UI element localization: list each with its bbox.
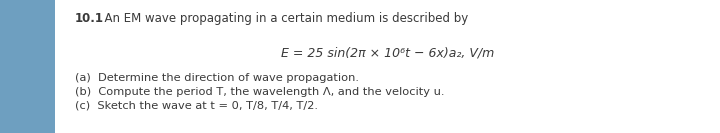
- Text: 10.1: 10.1: [75, 12, 104, 25]
- Text: (b)  Compute the period T, the wavelength Λ, and the velocity u.: (b) Compute the period T, the wavelength…: [75, 87, 444, 97]
- Text: (c)  Sketch the wave at t = 0, T/8, T/4, T/2.: (c) Sketch the wave at t = 0, T/8, T/4, …: [75, 101, 318, 111]
- Text: E = 25 sin(2π × 10⁶t − 6x)a₂, V/m: E = 25 sin(2π × 10⁶t − 6x)a₂, V/m: [281, 46, 494, 59]
- Bar: [0, 0, 55, 133]
- Text: (a)  Determine the direction of wave propagation.: (a) Determine the direction of wave prop…: [75, 73, 359, 83]
- Text: An EM wave propagating in a certain medium is described by: An EM wave propagating in a certain medi…: [96, 12, 468, 25]
